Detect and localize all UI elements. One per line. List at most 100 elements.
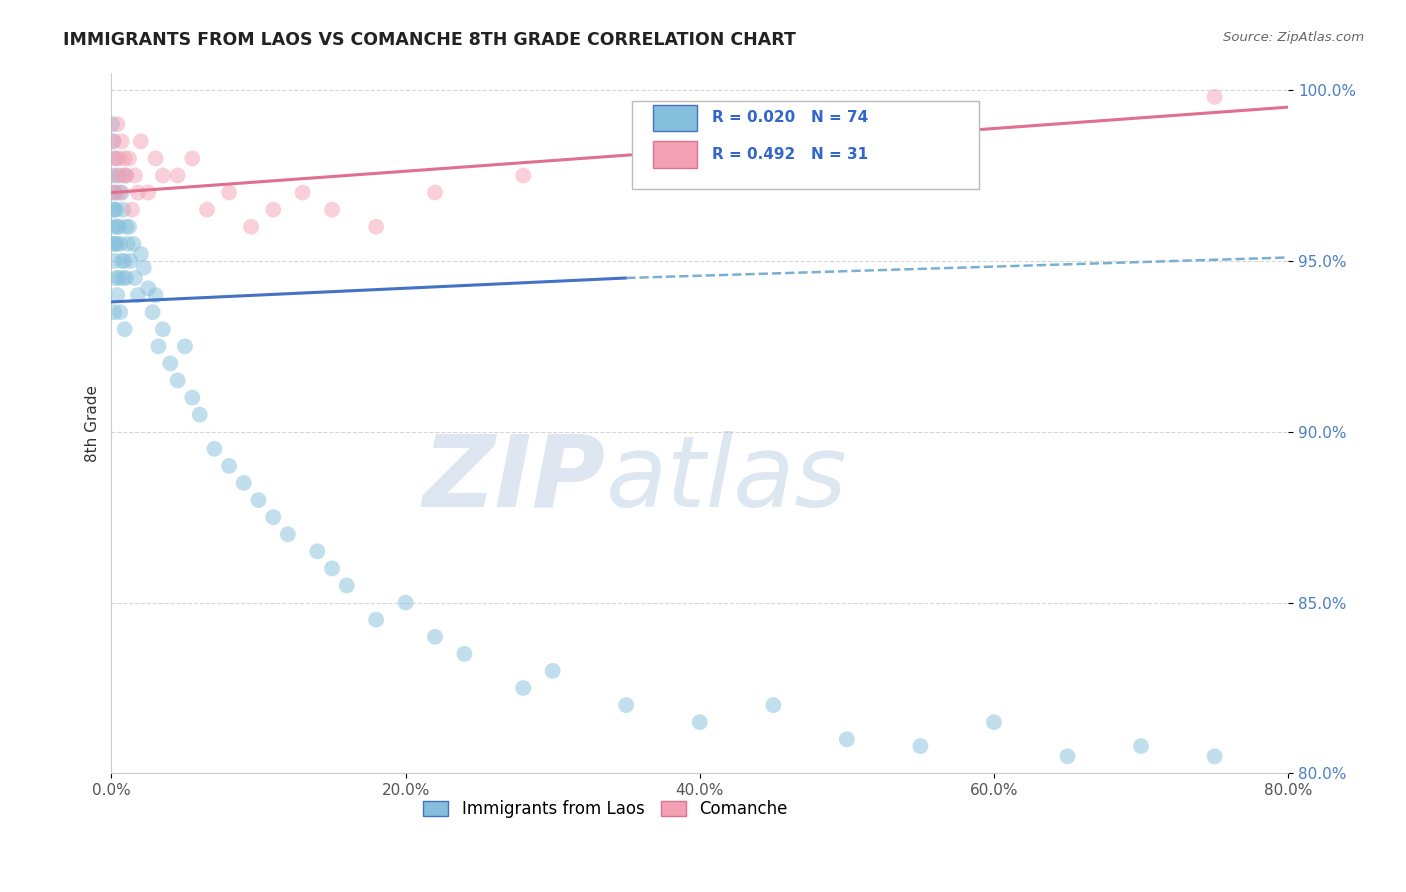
Point — [1204, 90, 1226, 104]
Point — [104, 271, 127, 285]
Point — [115, 219, 138, 234]
Point — [512, 681, 534, 695]
Point — [366, 613, 388, 627]
Point — [394, 596, 416, 610]
Point — [145, 288, 167, 302]
Point — [166, 374, 188, 388]
Point — [104, 169, 127, 183]
Point — [277, 527, 299, 541]
Point — [122, 236, 145, 251]
Point — [103, 186, 125, 200]
Point — [321, 561, 343, 575]
Point — [291, 186, 314, 200]
Point — [103, 305, 125, 319]
Point — [112, 202, 135, 217]
Point — [512, 169, 534, 183]
Point — [232, 475, 254, 490]
Point — [541, 664, 564, 678]
Text: R = 0.492   N = 31: R = 0.492 N = 31 — [711, 146, 868, 161]
Point — [103, 219, 125, 234]
Point — [115, 169, 138, 183]
Point — [101, 169, 124, 183]
Point — [105, 288, 128, 302]
Point — [104, 202, 127, 217]
Point — [101, 134, 124, 148]
Point — [103, 134, 125, 148]
Point — [1056, 749, 1078, 764]
Text: atlas: atlas — [606, 431, 848, 528]
Point — [689, 715, 711, 730]
Point — [195, 202, 218, 217]
Point — [835, 732, 858, 747]
Point — [218, 186, 240, 200]
Legend: Immigrants from Laos, Comanche: Immigrants from Laos, Comanche — [416, 793, 794, 824]
Point — [118, 219, 141, 234]
Point — [105, 186, 128, 200]
Point — [111, 186, 134, 200]
Point — [307, 544, 329, 558]
Point — [115, 271, 138, 285]
Text: R = 0.020   N = 74: R = 0.020 N = 74 — [711, 111, 868, 125]
Point — [115, 169, 138, 183]
Point — [262, 510, 284, 524]
Point — [101, 202, 124, 217]
Point — [105, 236, 128, 251]
Point — [101, 236, 124, 251]
Text: Source: ZipAtlas.com: Source: ZipAtlas.com — [1223, 31, 1364, 45]
Point — [111, 134, 134, 148]
Point — [145, 152, 167, 166]
Point — [262, 202, 284, 217]
FancyBboxPatch shape — [652, 141, 697, 168]
Point — [118, 152, 141, 166]
Point — [1130, 739, 1153, 753]
Point — [247, 493, 270, 508]
Text: ZIP: ZIP — [423, 431, 606, 528]
Point — [127, 186, 149, 200]
Point — [129, 247, 152, 261]
Point — [423, 630, 446, 644]
Point — [159, 356, 181, 370]
Point — [121, 202, 143, 217]
Point — [104, 202, 127, 217]
Point — [136, 281, 159, 295]
Point — [983, 715, 1005, 730]
Point — [188, 408, 211, 422]
Point — [103, 152, 125, 166]
Point — [336, 578, 359, 592]
FancyBboxPatch shape — [652, 104, 697, 131]
Point — [132, 260, 155, 275]
Point — [104, 236, 127, 251]
Point — [127, 288, 149, 302]
Point — [423, 186, 446, 200]
Point — [112, 271, 135, 285]
Point — [762, 698, 785, 712]
Point — [111, 253, 134, 268]
Point — [124, 271, 146, 285]
Point — [104, 152, 127, 166]
Point — [105, 117, 128, 131]
Point — [107, 271, 129, 285]
Point — [366, 219, 388, 234]
Point — [107, 169, 129, 183]
Point — [114, 322, 136, 336]
Point — [120, 253, 142, 268]
Point — [453, 647, 475, 661]
Point — [101, 186, 124, 200]
Point — [614, 698, 637, 712]
Point — [218, 458, 240, 473]
Y-axis label: 8th Grade: 8th Grade — [86, 384, 100, 462]
Point — [114, 253, 136, 268]
Point — [321, 202, 343, 217]
Point — [124, 169, 146, 183]
Point — [103, 253, 125, 268]
FancyBboxPatch shape — [631, 101, 979, 188]
Point — [174, 339, 197, 353]
Point — [152, 169, 174, 183]
Text: IMMIGRANTS FROM LAOS VS COMANCHE 8TH GRADE CORRELATION CHART: IMMIGRANTS FROM LAOS VS COMANCHE 8TH GRA… — [63, 31, 796, 49]
Point — [105, 219, 128, 234]
Point — [117, 236, 139, 251]
Point — [114, 152, 136, 166]
Point — [202, 442, 225, 456]
Point — [152, 322, 174, 336]
Point — [181, 152, 204, 166]
